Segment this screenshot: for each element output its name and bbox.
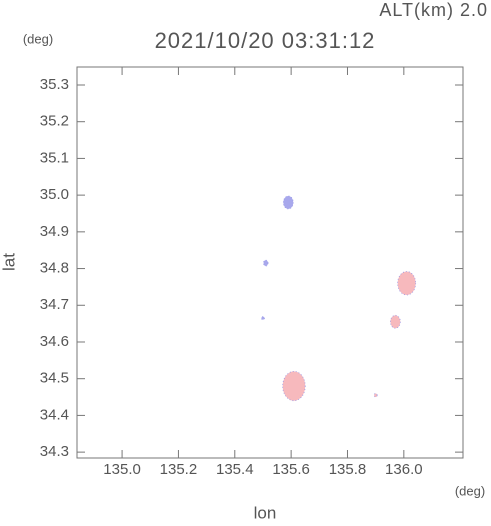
x-tick-label: 135.2 bbox=[160, 461, 198, 478]
x-tick-label: 136.0 bbox=[385, 461, 423, 478]
y-tick-label: 34.7 bbox=[40, 296, 69, 313]
echo-blob bbox=[261, 316, 265, 321]
echo-blob bbox=[373, 393, 378, 398]
x-tick-label: 135.4 bbox=[216, 461, 254, 478]
y-tick-label: 35.0 bbox=[40, 186, 69, 203]
x-tick-label: 135.6 bbox=[272, 461, 310, 478]
y-unit: (deg) bbox=[23, 31, 53, 46]
echo-blob bbox=[263, 259, 269, 267]
plot-frame bbox=[76, 66, 464, 459]
y-tick-label: 34.4 bbox=[40, 406, 69, 423]
chart-title: 2021/10/20 03:31:12 bbox=[155, 28, 376, 53]
echo-blob bbox=[282, 195, 294, 210]
y-axis-label: lat bbox=[0, 253, 18, 271]
x-unit: (deg) bbox=[455, 483, 485, 498]
y-tick-label: 35.3 bbox=[40, 76, 69, 93]
y-tick-label: 34.5 bbox=[40, 370, 69, 387]
x-tick-label: 135.8 bbox=[329, 461, 367, 478]
y-tick-label: 35.1 bbox=[40, 149, 69, 166]
y-tick-label: 34.6 bbox=[40, 333, 69, 350]
x-tick-label: 135.0 bbox=[103, 461, 141, 478]
y-tick-label: 35.2 bbox=[40, 113, 69, 130]
y-tick-label: 34.8 bbox=[40, 260, 69, 277]
y-tick-label: 34.3 bbox=[40, 443, 69, 460]
echo-blob bbox=[282, 370, 306, 402]
y-tick-label: 34.9 bbox=[40, 223, 69, 240]
echo-blob bbox=[397, 271, 417, 296]
altitude-label: ALT(km) 2.0 bbox=[379, 0, 488, 20]
echo-blob bbox=[390, 314, 401, 329]
x-axis-label: lon bbox=[254, 503, 277, 521]
